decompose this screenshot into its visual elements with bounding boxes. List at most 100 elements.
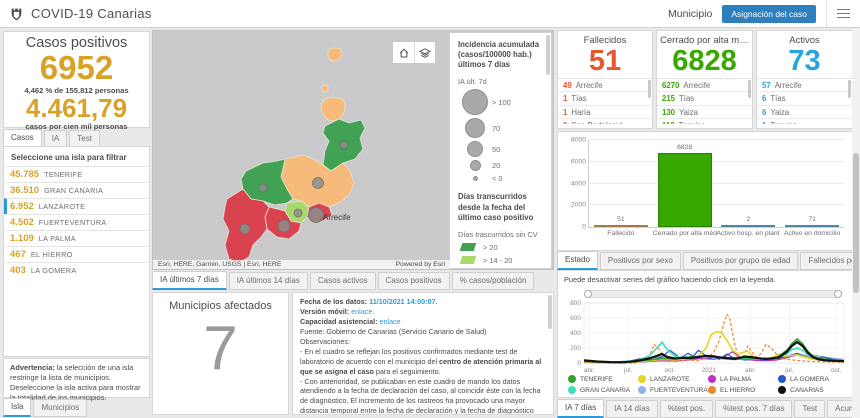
scale-label: 70 bbox=[492, 123, 501, 133]
tab-positivos-por-sexo[interactable]: Positivos por sexo bbox=[599, 252, 681, 270]
incidence-circle-arrecife[interactable] bbox=[308, 207, 324, 223]
island-row-gran-canaria[interactable]: 36.510 GRAN CANARIA bbox=[4, 182, 149, 198]
island-row-tenerife[interactable]: 45.785 TENERIFE bbox=[4, 166, 149, 182]
legend-item-fuerteventura[interactable]: FUERTEVENTURA bbox=[638, 386, 708, 394]
legend-ia-title: Incidencia acumulada (casos/100000 hab.)… bbox=[458, 40, 540, 70]
canarias-emblem-icon bbox=[10, 6, 23, 21]
island-name: TENERIFE bbox=[44, 170, 83, 179]
tab-ia-ltimos-7-d-as[interactable]: IA últimos 7 días bbox=[152, 271, 227, 290]
series-lanzarote bbox=[583, 330, 845, 364]
tab-ia-7-d-as[interactable]: IA 7 días bbox=[557, 399, 605, 418]
x-tick-label: abr. bbox=[745, 367, 756, 374]
island-row-el-hierro[interactable]: 467 EL HIERRO bbox=[4, 246, 149, 262]
tab-casos-activos[interactable]: Casos activos bbox=[309, 272, 376, 290]
stat-row-value: 57 bbox=[762, 80, 771, 90]
incidence-circle-tinajo[interactable] bbox=[258, 183, 268, 193]
region-la-graciosa[interactable] bbox=[320, 97, 346, 122]
capacity-link[interactable]: enlace bbox=[379, 316, 401, 326]
municipio-label[interactable]: Municipio bbox=[668, 7, 713, 20]
incidence-circle-t-as[interactable] bbox=[277, 219, 291, 233]
stat-row[interactable]: 215 Tías bbox=[657, 92, 752, 106]
stat-value: 73 bbox=[788, 45, 821, 77]
municipios-title: Municipios afectados bbox=[169, 300, 272, 312]
island-row-la-gomera[interactable]: 403 LA GOMERA bbox=[4, 262, 149, 278]
legend-item-lanzarote[interactable]: LANZAROTE bbox=[638, 375, 708, 383]
bar-fallecido[interactable] bbox=[593, 225, 648, 227]
legend-item-tenerife[interactable]: TENERIFE bbox=[568, 375, 638, 383]
legend-hint-text: Puede desactivar series del gráfico haci… bbox=[564, 275, 776, 284]
region-monta-a-clara[interactable] bbox=[321, 84, 329, 93]
tab-test-pos[interactable]: %test pos. bbox=[659, 400, 714, 418]
slider-handle-left[interactable] bbox=[584, 290, 592, 298]
tab-test[interactable]: Test bbox=[794, 400, 826, 418]
info-scrollbar[interactable] bbox=[548, 295, 552, 329]
tab-positivos-por-grupo-de-edad[interactable]: Positivos por grupo de edad bbox=[682, 252, 799, 270]
stat-list-scrollbar[interactable] bbox=[848, 79, 851, 98]
island-row-lanzarote[interactable]: 6.952 LANZAROTE bbox=[4, 198, 149, 214]
island-row-la-palma[interactable]: 1.109 LA PALMA bbox=[4, 230, 149, 246]
legend-days-row: > 14 - 20 bbox=[458, 256, 547, 265]
bar-activo-hosp-en-planta[interactable] bbox=[721, 225, 776, 227]
legend-item-el-hierro[interactable]: EL HIERRO bbox=[708, 386, 778, 394]
page-scrollbar[interactable] bbox=[852, 28, 860, 418]
tab-fallecidos-por-edad-y-sexo[interactable]: Fallecidos por edad y sexo bbox=[800, 252, 860, 270]
legend-item-la-gomera[interactable]: LA GOMERA bbox=[778, 375, 848, 383]
island-row-fuerteventura[interactable]: 4.502 FUERTEVENTURA bbox=[4, 214, 149, 230]
incidence-circle-teguise[interactable] bbox=[312, 177, 324, 189]
legend-label: LA PALMA bbox=[720, 375, 752, 383]
stat-value: 51 bbox=[588, 45, 622, 77]
mobile-link[interactable]: enlace. bbox=[351, 306, 375, 316]
legend-item-la-palma[interactable]: LA PALMA bbox=[708, 375, 778, 383]
region-alegranza[interactable] bbox=[327, 47, 343, 62]
stat-row[interactable]: 49 Arrecife bbox=[558, 79, 652, 93]
tab-test-pos-7-d-as[interactable]: %test pos. 7 días bbox=[715, 400, 793, 418]
island-filter-card: Seleccione una isla para filtrar 45.785 T… bbox=[3, 146, 150, 357]
stat-row[interactable]: 6 Yaiza bbox=[757, 106, 852, 120]
map-home-icon[interactable] bbox=[393, 42, 414, 63]
legend-item-gran-canaria[interactable]: GRAN CANARIA bbox=[568, 386, 638, 394]
stat-row-name: Arrecife bbox=[683, 80, 711, 90]
island-cases: 4.502 bbox=[10, 217, 34, 228]
bar-activo-en-domicilio[interactable] bbox=[785, 225, 840, 227]
stat-row[interactable]: 1 Haría bbox=[558, 106, 652, 120]
stat-row[interactable]: 1 Teguise bbox=[757, 119, 852, 124]
stat-row[interactable]: 57 Arrecife bbox=[757, 79, 852, 93]
lanzarote-map[interactable]: Arrecife bbox=[153, 31, 554, 270]
map[interactable]: Arrecife Incidencia acumulada (casos/100… bbox=[152, 30, 554, 270]
stat-row[interactable]: 6 Tías bbox=[757, 92, 852, 106]
stat-row[interactable]: 6270 Arrecife bbox=[657, 79, 752, 93]
time-range-slider[interactable] bbox=[584, 290, 842, 298]
tab-ia-14-d-as[interactable]: IA 14 días bbox=[606, 400, 658, 418]
tab-estado[interactable]: Estado bbox=[557, 251, 598, 270]
stat-row[interactable]: 110 Teguise bbox=[657, 119, 752, 124]
color-swatch bbox=[459, 243, 477, 252]
island-name: LA PALMA bbox=[38, 234, 76, 243]
stat-row[interactable]: 0 San Bartolomé bbox=[558, 119, 652, 124]
asignacion-del-caso-button[interactable]: Asignación del caso bbox=[722, 4, 816, 23]
stat-list: 49Arrecife1Tías1Haría0San Bartolomé bbox=[558, 77, 652, 124]
incidence-circle-san-bartolom[interactable] bbox=[293, 208, 303, 218]
tab-casos-poblaci-n[interactable]: % casos/población bbox=[451, 272, 535, 290]
menu-icon[interactable] bbox=[826, 0, 860, 28]
warning-bold: Advertencia: bbox=[10, 363, 55, 372]
incidence-circle-yaiza[interactable] bbox=[239, 223, 251, 235]
slider-handle-right[interactable] bbox=[834, 290, 842, 298]
bar-cerrado-por-alta-m-dica[interactable] bbox=[657, 152, 712, 227]
incidence-circle-har-a[interactable] bbox=[339, 140, 349, 150]
scale-circle bbox=[465, 118, 485, 139]
stat-list-scrollbar[interactable] bbox=[748, 79, 751, 98]
header: COVID-19 Canarias Municipio Asignación d… bbox=[0, 0, 860, 28]
legend-item-canarias[interactable]: CANARIAS bbox=[778, 386, 848, 394]
basemap-layers-icon[interactable] bbox=[414, 42, 435, 63]
tab-casos-positivos[interactable]: Casos positivos bbox=[377, 272, 450, 290]
tab-isla[interactable]: Isla bbox=[3, 398, 32, 417]
x-tick-label: 2021 bbox=[702, 367, 717, 374]
app-title: COVID-19 Canarias bbox=[31, 6, 152, 21]
stat-row[interactable]: 1 Tías bbox=[558, 92, 652, 106]
page-scrollbar-thumb[interactable] bbox=[853, 153, 859, 293]
tab-ia-ltimos-14-d-as[interactable]: IA últimos 14 días bbox=[228, 272, 308, 290]
legend-scrollbar[interactable] bbox=[546, 35, 550, 75]
stat-list-scrollbar[interactable] bbox=[648, 79, 651, 98]
tab-municipios[interactable]: Municipios bbox=[33, 399, 88, 417]
stat-row[interactable]: 130 Yaiza bbox=[657, 106, 752, 120]
